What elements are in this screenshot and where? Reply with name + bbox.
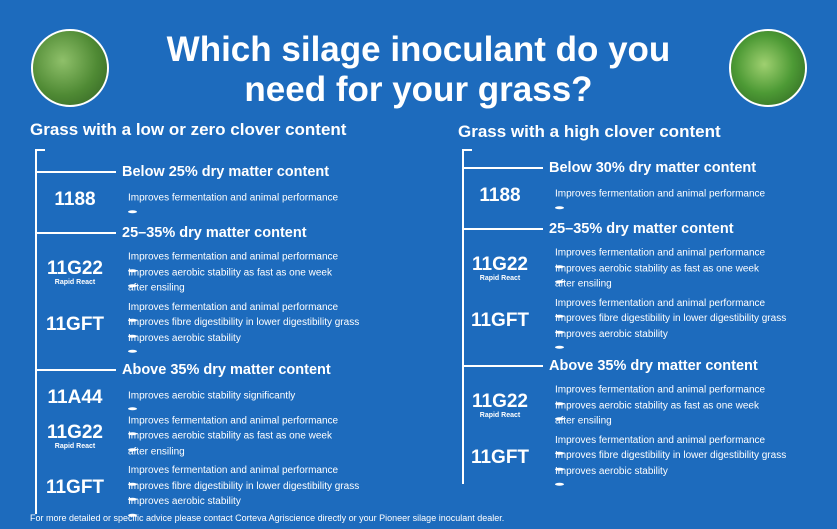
bullet-text: Improves fibre digestibility in lower di…: [122, 317, 359, 333]
bullet-dot: [128, 408, 137, 411]
bullet-list: Improves fermentation and animal perform…: [549, 189, 765, 205]
bullet-list: Improves fermentation and animal perform…: [549, 435, 786, 482]
product: 11GFT: [35, 478, 115, 498]
infographic: Which silage inoculant do you need for y…: [0, 0, 837, 529]
bullet-text: Improves fermentation and animal perform…: [549, 385, 765, 401]
section-heading: Below 25% dry matter content: [122, 164, 329, 180]
bullet-text: Improves fermentation and animal perform…: [549, 248, 765, 264]
connector: [35, 232, 116, 234]
product: 1188: [35, 190, 115, 210]
bullet-list: Improves fermentation and animal perform…: [122, 465, 359, 512]
bullet-list: Improves aerobic stability significantly: [122, 390, 295, 406]
bullet-text: after ensiling: [122, 283, 338, 296]
product-name: 11G22: [460, 392, 540, 412]
bullet-list: Improves fermentation and animal perform…: [549, 298, 786, 345]
bullet-list: Improves fermentation and animal perform…: [122, 415, 338, 459]
bullet-text: Improves fermentation and animal perform…: [122, 415, 338, 431]
product-name: 11GFT: [460, 448, 540, 468]
bullet-text: Improves aerobic stability as fast as on…: [549, 400, 765, 416]
bullet-dot: [128, 350, 137, 353]
bullet-list: Improves fermentation and animal perform…: [549, 248, 765, 292]
product-subtitle: Rapid React: [35, 279, 115, 287]
clover-photo: [729, 29, 807, 107]
timeline-cap: [462, 149, 472, 151]
product-subtitle: Rapid React: [35, 443, 115, 451]
timeline-cap: [35, 149, 45, 151]
bullet-text: Improves aerobic stability: [122, 333, 359, 349]
bullet-text: Improves aerobic stability: [549, 466, 786, 482]
bullet-text: Improves aerobic stability as fast as on…: [549, 263, 765, 279]
bullet-text: after ensiling: [122, 446, 338, 459]
title-line: need for your grass?: [0, 70, 837, 110]
product: 11GFT: [460, 448, 540, 468]
bullet-text: Improves fibre digestibility in lower di…: [549, 313, 786, 329]
bullet-text: Improves aerobic stability as fast as on…: [122, 267, 338, 283]
connector: [462, 365, 543, 367]
bullet-list: Improves fermentation and animal perform…: [549, 385, 765, 429]
product-name: 11GFT: [35, 315, 115, 335]
column-heading: Grass with a low or zero clover content: [30, 120, 346, 140]
bullet-text: after ensiling: [549, 416, 765, 429]
bullet-dot: [555, 483, 564, 486]
bullet-text: Improves fermentation and animal perform…: [549, 189, 765, 205]
bullet-text: Improves aerobic stability: [549, 329, 786, 345]
bullet-text: Improves fermentation and animal perform…: [122, 193, 338, 209]
product-name: 11GFT: [460, 311, 540, 331]
connector: [462, 167, 543, 169]
column-heading: Grass with a high clover content: [458, 122, 721, 142]
bullet-text: after ensiling: [549, 279, 765, 292]
product-subtitle: Rapid React: [460, 275, 540, 283]
bullet-text: Improves fermentation and animal perform…: [122, 465, 359, 481]
bullet-list: Improves fermentation and animal perform…: [122, 252, 338, 296]
bullet-text: Improves aerobic stability: [122, 496, 359, 512]
bullet-text: Improves fermentation and animal perform…: [549, 435, 786, 451]
section-heading: 25–35% dry matter content: [122, 225, 307, 241]
bullet-dot: [555, 206, 564, 209]
connector: [462, 228, 543, 230]
section-heading: Below 30% dry matter content: [549, 160, 756, 176]
bullet-text: Improves fermentation and animal perform…: [122, 302, 359, 318]
product: 11A44: [35, 388, 115, 408]
bullet-text: Improves fermentation and animal perform…: [122, 252, 338, 268]
footer: For more detailed or specific advice ple…: [30, 513, 504, 523]
product: 1188: [460, 186, 540, 206]
product: 11GFT: [35, 315, 115, 335]
connector: [35, 171, 116, 173]
grass-photo: [31, 29, 109, 107]
section-heading: Above 35% dry matter content: [122, 362, 331, 378]
bullet-text: Improves fermentation and animal perform…: [549, 298, 786, 314]
title-line: Which silage inoculant do you: [0, 30, 837, 70]
section-heading: Above 35% dry matter content: [549, 358, 758, 374]
product-name: 11G22: [35, 423, 115, 443]
bullet-text: Improves fibre digestibility in lower di…: [549, 450, 786, 466]
connector: [35, 369, 116, 371]
section-heading: 25–35% dry matter content: [549, 221, 734, 237]
product-name: 1188: [35, 190, 115, 210]
product-name: 11G22: [460, 255, 540, 275]
timeline: [35, 150, 37, 514]
product-name: 1188: [460, 186, 540, 206]
product-subtitle: Rapid React: [460, 412, 540, 420]
bullet-text: Improves fibre digestibility in lower di…: [122, 481, 359, 497]
bullet-dot: [128, 210, 137, 213]
bullet-list: Improves fermentation and animal perform…: [122, 302, 359, 349]
product-name: 11G22: [35, 259, 115, 279]
product-name: 11GFT: [35, 478, 115, 498]
bullet-dot: [555, 346, 564, 349]
timeline: [462, 150, 464, 484]
bullet-text: Improves aerobic stability as fast as on…: [122, 431, 338, 447]
bullet-text: Improves aerobic stability significantly: [122, 390, 295, 406]
bullet-list: Improves fermentation and animal perform…: [122, 193, 338, 209]
product-name: 11A44: [35, 388, 115, 408]
product: 11GFT: [460, 311, 540, 331]
bullet-dot: [128, 514, 137, 517]
